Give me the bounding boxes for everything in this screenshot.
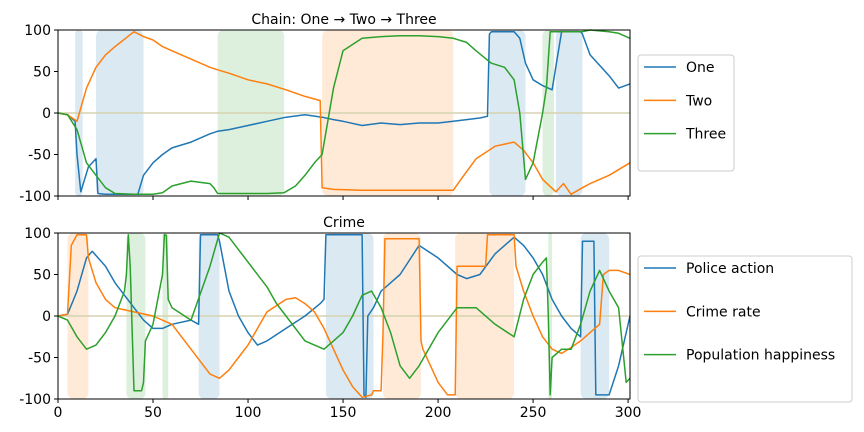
- series-line-crime-rate: [57, 233, 631, 399]
- x-tick-label: 250: [520, 405, 547, 421]
- y-axis-ticks: 100 50 0 -50 -100: [19, 226, 58, 408]
- series-lines: [57, 29, 631, 196]
- x-axis-ticks: [57, 196, 629, 200]
- chart-crime: Crime 100 50 0 -50 -100 0 50 100 150 200 250 300 P…: [19, 215, 853, 421]
- y-axis-ticks: 100 50 0 -50 -100: [19, 23, 58, 205]
- x-tick-label: 0: [54, 405, 63, 421]
- chart-title: Chain: One → Two → Three: [251, 12, 436, 28]
- y-tick-label: -100: [19, 392, 51, 408]
- y-tick-label: 50: [33, 65, 51, 81]
- y-tick-label: -50: [28, 351, 51, 367]
- x-tick-label: 100: [235, 405, 262, 421]
- series-line-population-happiness: [57, 232, 631, 396]
- series-line-two: [57, 30, 631, 196]
- legend: One Two Three: [637, 54, 735, 172]
- legend-label-three: Three: [685, 127, 726, 143]
- legend-label-population-happiness: Population happiness: [686, 348, 835, 364]
- legend-box: [637, 255, 853, 403]
- x-tick-label: 150: [330, 405, 357, 421]
- x-tick-label: 300: [615, 405, 642, 421]
- series-line-three: [57, 29, 631, 196]
- legend-label-one: One: [686, 60, 715, 76]
- y-tick-label: 0: [42, 106, 51, 122]
- y-tick-label: 100: [24, 23, 51, 39]
- y-tick-label: 100: [24, 226, 51, 242]
- chart-title: Crime: [323, 215, 365, 231]
- y-tick-label: -100: [19, 189, 51, 205]
- legend-label-police-action: Police action: [686, 261, 774, 277]
- legend-label-crime-rate: Crime rate: [686, 304, 761, 320]
- legend-label-two: Two: [685, 93, 712, 109]
- y-tick-label: 50: [33, 268, 51, 284]
- x-tick-label: 200: [425, 405, 452, 421]
- series-lines: [57, 232, 631, 399]
- legend: Police action Crime rate Population happin…: [637, 255, 853, 403]
- x-tick-label: 50: [144, 405, 162, 421]
- chart-chain: Chain: One → Two → Three 100 50 0 -50 -100 O…: [19, 12, 735, 205]
- y-tick-label: -50: [28, 148, 51, 164]
- x-axis-ticks: 0 50 100 150 200 250 300: [54, 399, 642, 421]
- legend-box: [637, 54, 735, 172]
- series-line-one: [57, 30, 631, 196]
- y-tick-label: 0: [42, 309, 51, 325]
